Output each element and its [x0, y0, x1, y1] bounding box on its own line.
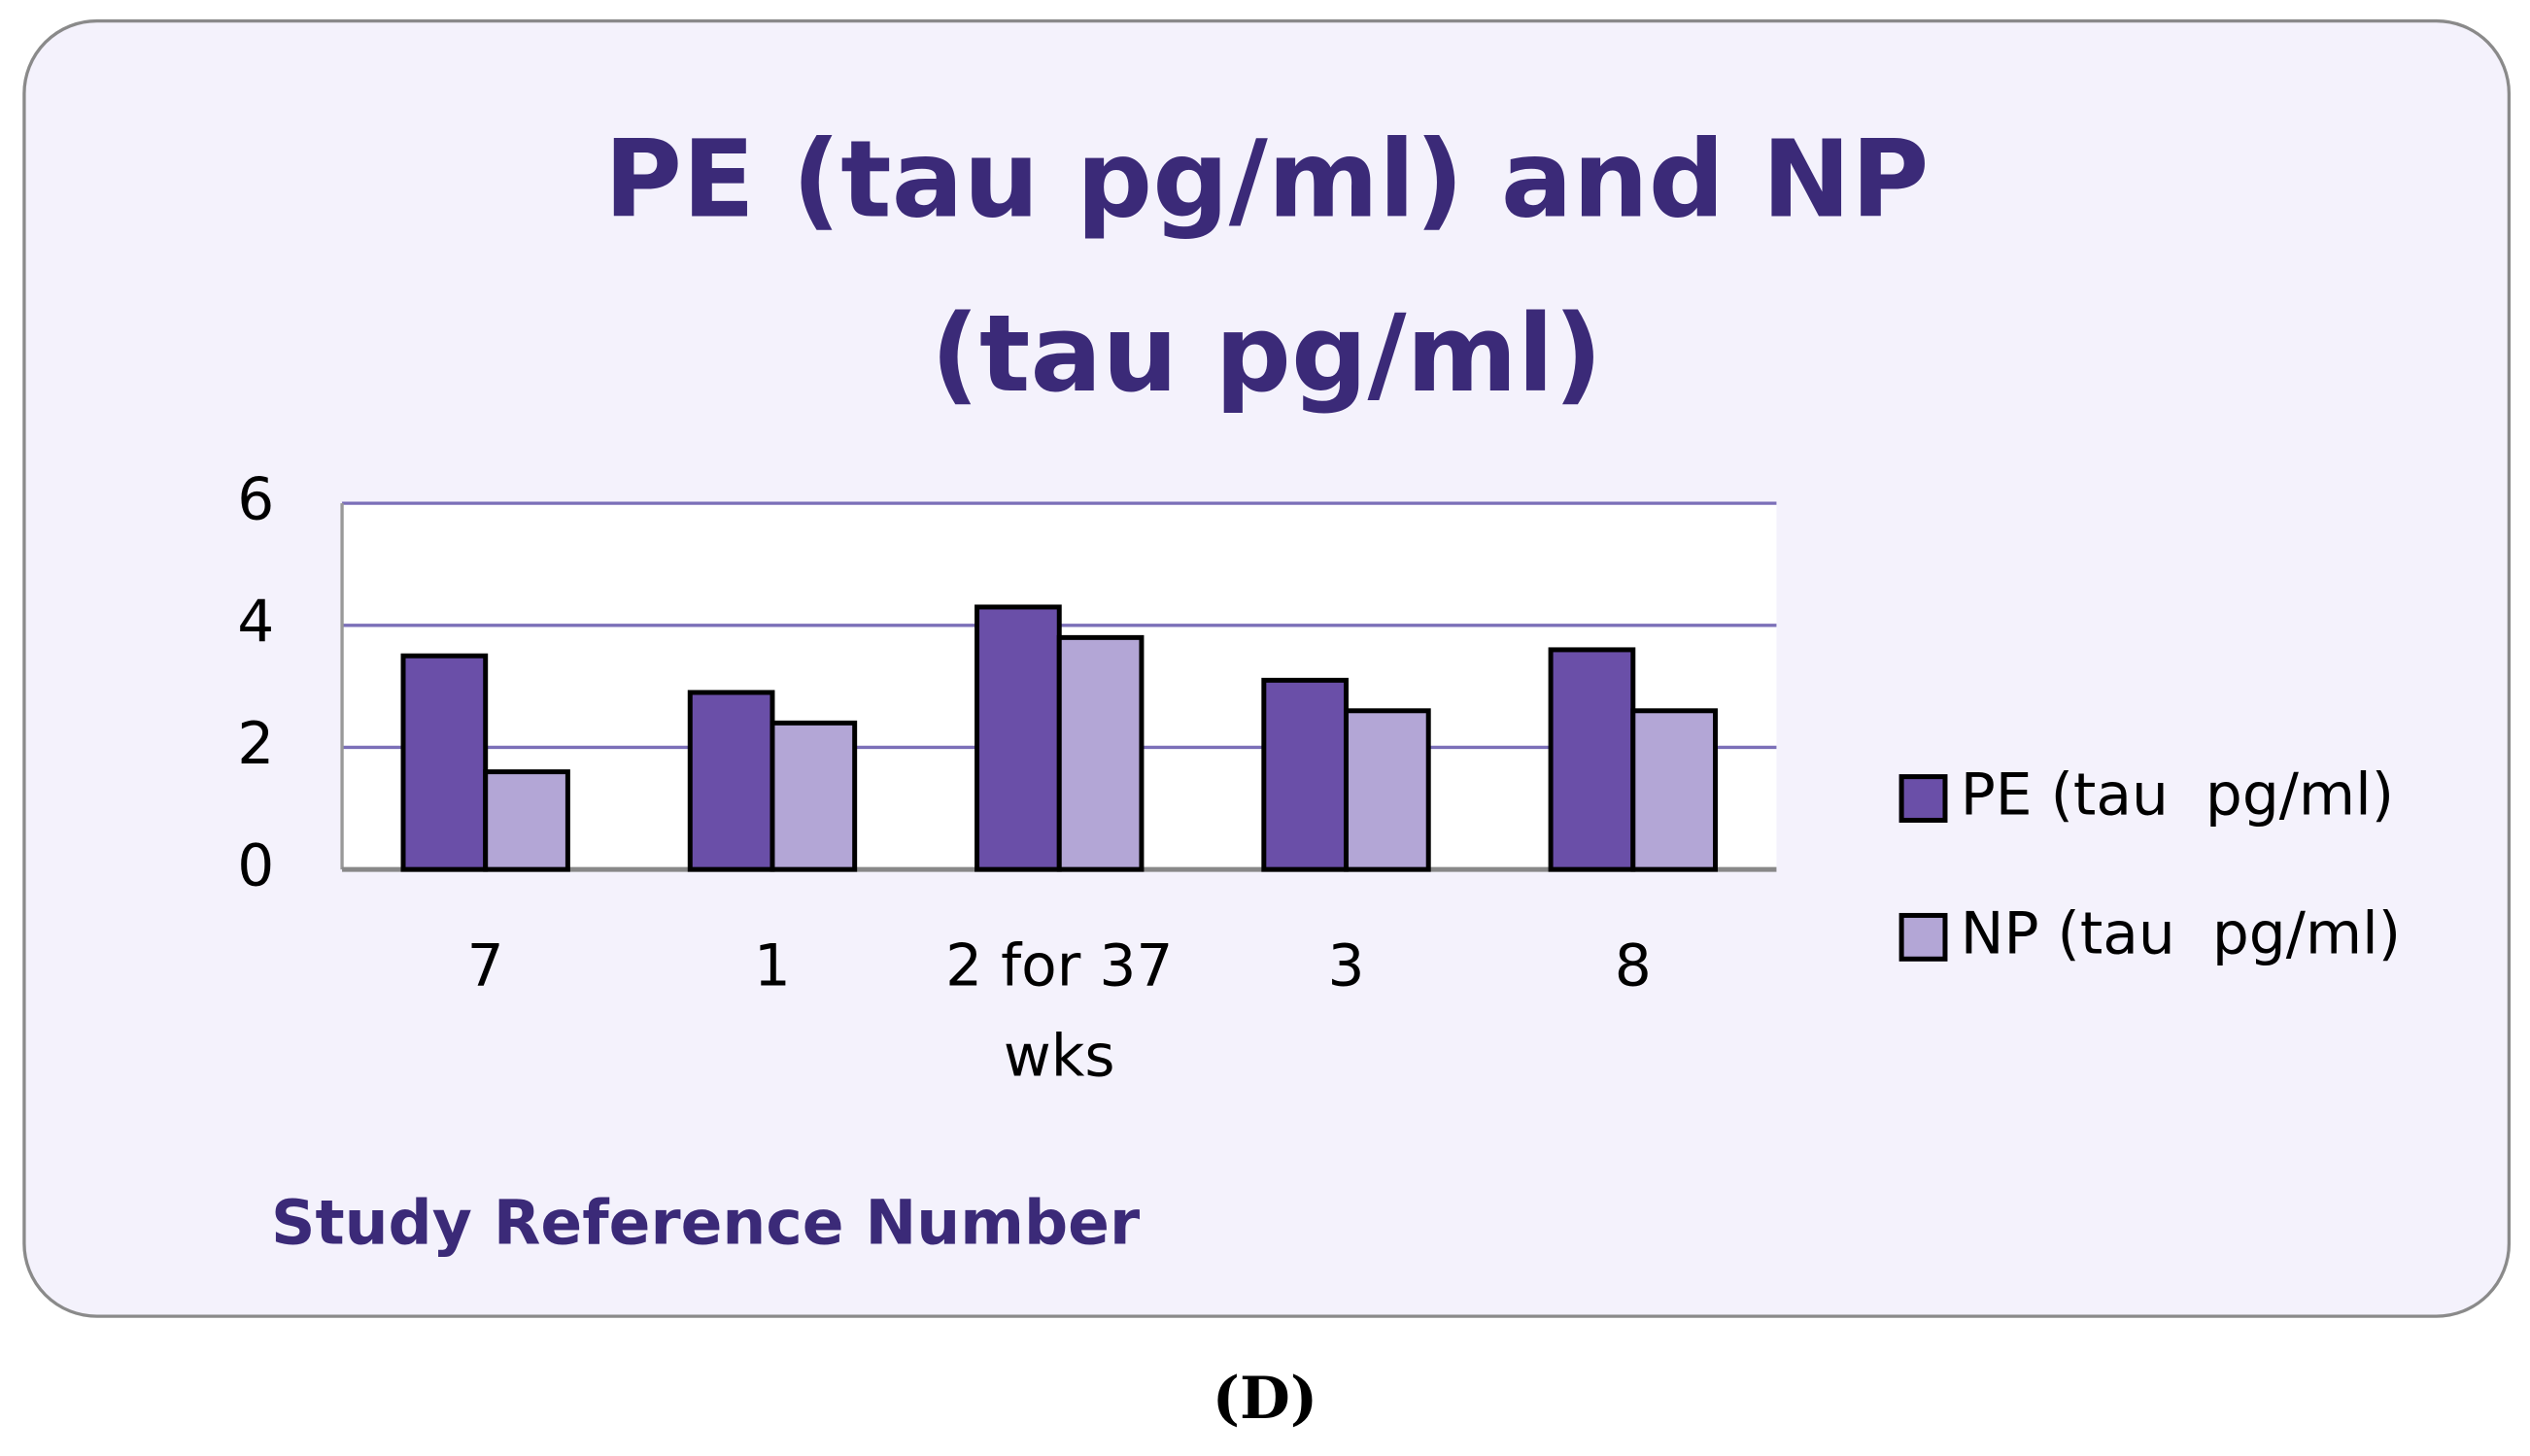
y-tick-label: 4: [237, 589, 274, 656]
bar: [769, 720, 858, 872]
x-tick-label: 3: [1327, 933, 1365, 1000]
bar: [1630, 708, 1718, 872]
y-tick-label: 0: [237, 833, 274, 900]
y-tick-label: 6: [237, 467, 274, 534]
x-tick-label: 2 for 37 wks: [945, 933, 1174, 1091]
bar: [1056, 634, 1145, 872]
bar: [1344, 708, 1431, 872]
bar: [974, 604, 1062, 872]
legend-label: PE (tau pg/ml): [1960, 762, 2395, 830]
y-tick-label: 2: [237, 711, 274, 778]
legend-swatch: [1898, 774, 1948, 823]
legend-label: NP (tau pg/ml): [1960, 901, 2402, 968]
caption: (D): [1212, 1364, 1318, 1433]
bar: [687, 690, 775, 872]
x-tick-label: 8: [1614, 933, 1652, 1000]
bar: [1548, 647, 1636, 872]
bar: [1261, 677, 1350, 872]
legend-swatch: [1898, 912, 1948, 962]
x-axis-label: Study Reference Number: [270, 1187, 1141, 1259]
bar: [400, 653, 489, 872]
x-tick-label: 1: [753, 933, 791, 1000]
bar: [483, 769, 570, 872]
x-tick-label: 7: [466, 933, 504, 1000]
chart-title: PE (tau pg/ml) and NP (tau pg/ml): [603, 118, 1930, 417]
